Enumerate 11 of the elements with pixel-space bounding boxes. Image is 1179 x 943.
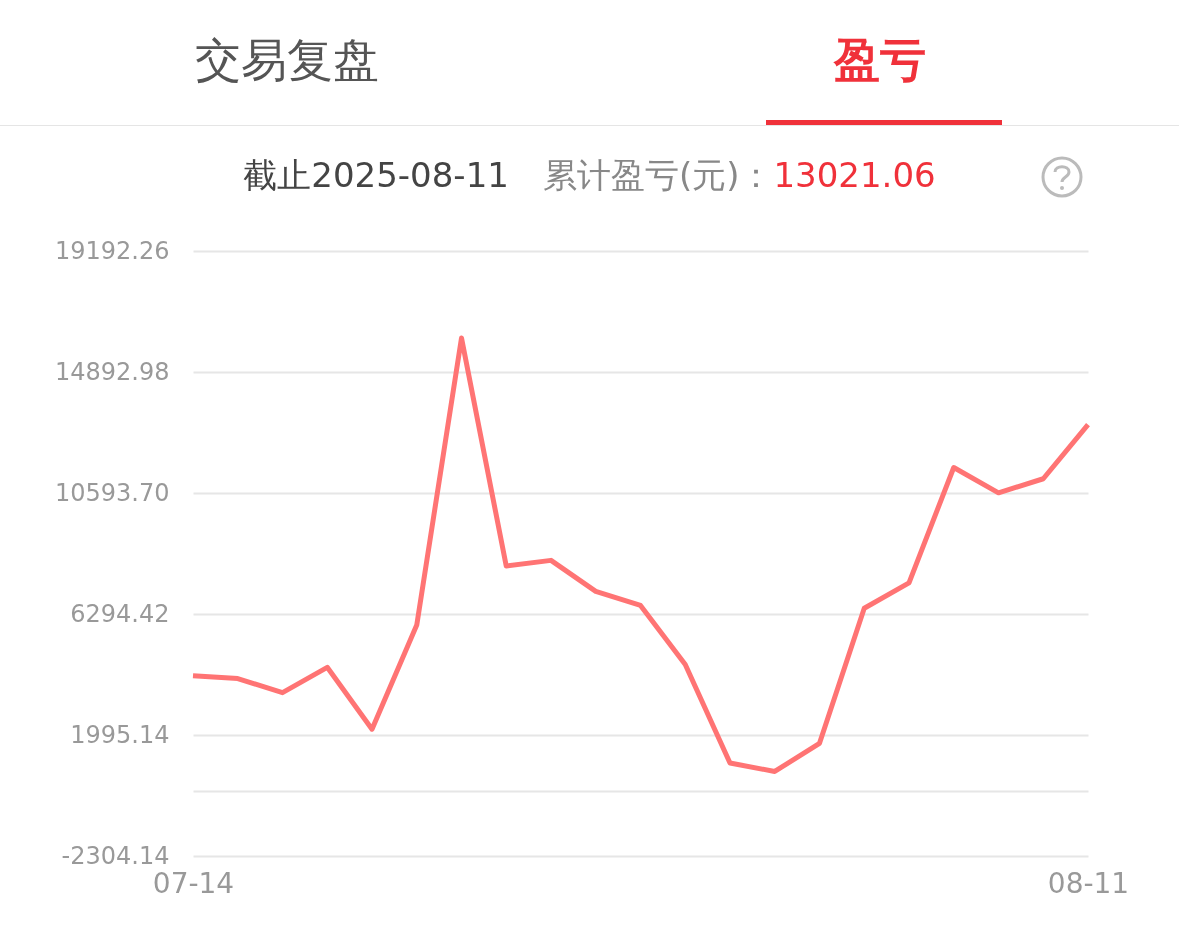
text: 交易复盘	[195, 32, 379, 89]
y-tick-label: 1995.14	[70, 720, 170, 749]
text: 累计盈亏(元)：	[542, 155, 774, 195]
y-tick-label: 6294.42	[70, 599, 170, 628]
text: 盈亏	[834, 32, 926, 89]
y-tick-label: 10593.70	[54, 478, 170, 507]
y-tick-label: 19192.26	[54, 236, 170, 265]
chart-title: 截止2025-08-11	[243, 155, 509, 195]
y-tick-label: 14892.98	[54, 357, 170, 386]
x-tick-label: 08-11	[1047, 866, 1130, 900]
text: 13021.06	[773, 155, 936, 195]
